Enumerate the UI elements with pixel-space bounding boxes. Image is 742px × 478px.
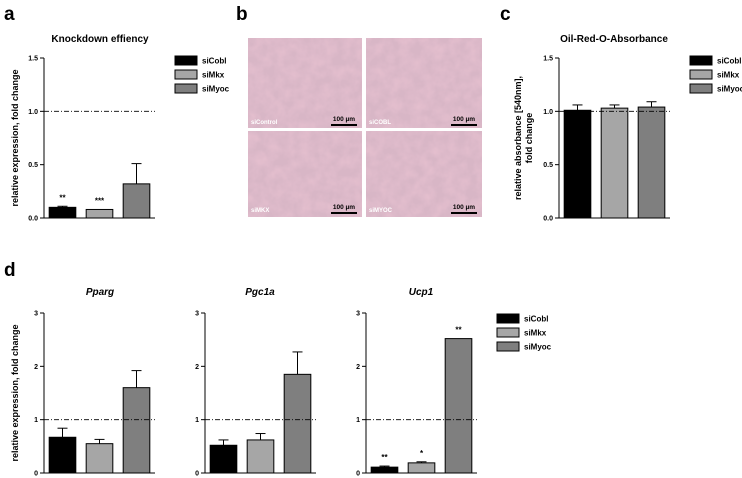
- scale-bar-label: 100 µm: [453, 204, 475, 211]
- micrograph-label: siMYOC: [369, 208, 393, 214]
- scale-bar-label: 100 µm: [333, 116, 355, 123]
- legend-swatch: [689, 83, 713, 94]
- chart-title: Oil-Red-O-Absorbance: [560, 34, 668, 45]
- significance-marker: **: [59, 193, 66, 202]
- legend-swatch: [496, 341, 520, 352]
- chart-title: Pgc1a: [245, 287, 275, 298]
- legend-swatch: [174, 83, 198, 94]
- y-tick-label: 3: [356, 311, 360, 318]
- legend-label: siCobl: [202, 57, 226, 66]
- micrograph-label: siMKX: [251, 208, 269, 214]
- y-tick-label: 2: [34, 364, 38, 371]
- legend-label: siCobl: [717, 57, 741, 66]
- y-tick-label: 1: [34, 417, 38, 424]
- micrograph-sicobl: siCOBL 100 µm: [366, 38, 482, 128]
- scale-bar-label: 100 µm: [333, 204, 355, 211]
- y-tick-label: 0.5: [28, 162, 38, 169]
- panel-label-a: a: [4, 4, 15, 25]
- y-tick-label: 0: [356, 471, 360, 478]
- y-tick-label: 0.5: [543, 162, 553, 169]
- scale-bar-label: 100 µm: [453, 116, 475, 123]
- bar: [122, 183, 151, 219]
- legend-swatch: [496, 313, 520, 324]
- y-tick-label: 1.5: [28, 56, 38, 63]
- legend-swatch: [174, 69, 198, 80]
- y-axis-label: relative expression, fold change: [10, 324, 20, 461]
- bar: [600, 107, 629, 219]
- panel-label-d: d: [4, 260, 16, 281]
- micrograph-sicontrol: siControl 100 µm: [248, 38, 362, 128]
- bar: [370, 466, 399, 474]
- legend-label: siMyoc: [202, 85, 230, 94]
- panel-label-c: c: [500, 4, 511, 25]
- chart-title: Pparg: [86, 287, 114, 298]
- panel-label-b: b: [236, 4, 248, 25]
- bar: [122, 387, 151, 474]
- legend-label: siMkx: [202, 71, 225, 80]
- y-axis-label: relative absorbance [540nm],fold change: [513, 76, 534, 200]
- chart-pparg: Pparg 0 1 2 3 relative expression, fold chang…: [10, 287, 155, 478]
- bar: [48, 206, 77, 219]
- chart-oil-red-o-absorbance: Oil-Red-O-Absorbance 0.0 0.5 1.0 1.5 relative…: [513, 34, 742, 223]
- legend-swatch: [689, 69, 713, 80]
- bar: [444, 338, 473, 474]
- legend-swatch: [689, 55, 713, 66]
- y-tick-label: 3: [195, 311, 199, 318]
- micrograph-panel: siControl 100 µm siCOBL 100 µm siMKX 100…: [248, 38, 482, 217]
- bar: [209, 444, 238, 474]
- y-tick-label: 1: [356, 417, 360, 424]
- legend-label: siMyoc: [524, 343, 552, 352]
- chart-title: Ucp1: [409, 287, 434, 298]
- bar: [563, 109, 592, 219]
- y-tick-label: 2: [356, 364, 360, 371]
- micrograph-simkx: siMKX 100 µm: [248, 131, 362, 217]
- significance-marker: **: [381, 453, 388, 462]
- bar: [48, 436, 77, 474]
- chart-title: Knockdown effiency: [51, 34, 149, 45]
- bar: [85, 208, 114, 219]
- legend-swatch: [496, 327, 520, 338]
- legend-label: siMyoc: [717, 85, 742, 94]
- bar: [85, 443, 114, 474]
- chart-pgc1a: Pgc1a 0 1 2 3: [195, 287, 316, 478]
- legend-label: siMkx: [524, 329, 547, 338]
- y-tick-label: 1.0: [28, 109, 38, 116]
- y-tick-label: 0.0: [28, 216, 38, 223]
- significance-marker: *: [420, 449, 424, 458]
- significance-marker: **: [455, 326, 462, 335]
- legend-swatch: [174, 55, 198, 66]
- y-tick-label: 2: [195, 364, 199, 371]
- bar: [283, 373, 312, 474]
- y-axis-label: relative expression, fold change: [10, 69, 20, 206]
- micrograph-label: siControl: [251, 120, 278, 126]
- y-tick-label: 3: [34, 311, 38, 318]
- bar: [407, 462, 436, 474]
- y-tick-label: 0: [34, 471, 38, 478]
- y-tick-label: 1.5: [543, 56, 553, 63]
- y-tick-label: 0.0: [543, 216, 553, 223]
- y-tick-label: 1: [195, 417, 199, 424]
- legend-label: siMkx: [717, 71, 740, 80]
- micrograph-label: siCOBL: [369, 120, 391, 126]
- bar: [246, 439, 275, 474]
- micrograph-simyoc: siMYOC 100 µm: [366, 131, 482, 217]
- significance-marker: ***: [95, 196, 105, 205]
- legend-label: siCobl: [524, 315, 548, 324]
- bar: [637, 106, 666, 219]
- y-tick-label: 0: [195, 471, 199, 478]
- chart-knockdown-efficiency: Knockdown effiency 0.0 0.5 1.0 1.5 relative e…: [10, 34, 230, 223]
- y-tick-label: 1.0: [543, 109, 553, 116]
